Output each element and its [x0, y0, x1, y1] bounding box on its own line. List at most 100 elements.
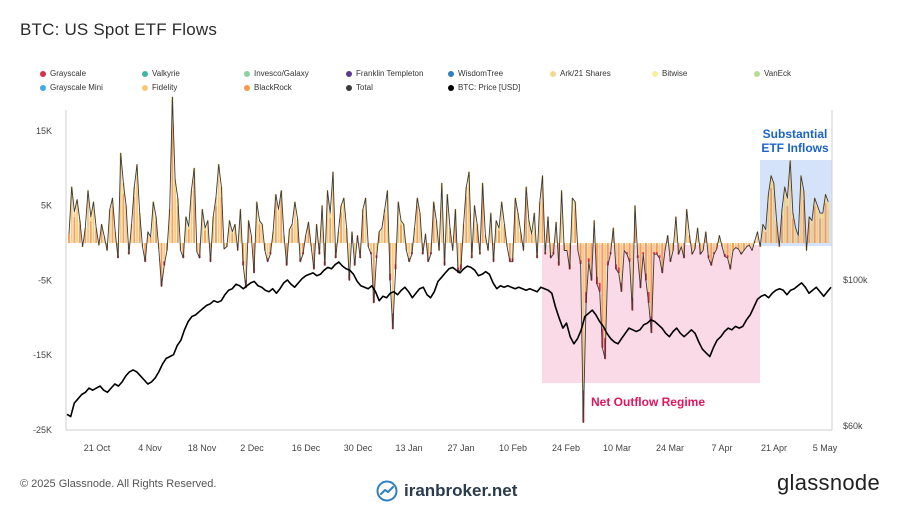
flow-bar [449, 228, 451, 243]
flow-bar [527, 220, 530, 243]
flow-bar [786, 198, 789, 243]
flow-bar [89, 216, 92, 243]
legend-item-wisdomtree[interactable]: WisdomTree [448, 69, 503, 78]
flow-bar-segment [214, 198, 217, 207]
flow-bar [171, 97, 174, 243]
flow-bar [315, 224, 318, 243]
flow-bar [413, 228, 416, 243]
watermark-text: iranbroker.net [404, 481, 518, 500]
flow-bar-segment [770, 175, 773, 188]
flow-bar [288, 229, 291, 243]
legend-swatch [142, 84, 148, 91]
flow-bar [658, 243, 661, 258]
flow-bar [691, 243, 694, 255]
flow-bar [285, 243, 288, 266]
flow-bar [620, 243, 623, 292]
flow-bar [813, 198, 816, 243]
flow-bar [119, 153, 122, 243]
flow-bar [459, 243, 462, 270]
y2-tick-label: $60k [843, 421, 863, 431]
flow-bar [628, 243, 631, 262]
legend-item-grayscale[interactable]: Grayscale [40, 69, 86, 78]
total-flow-line [68, 96, 829, 423]
legend-swatch [244, 70, 250, 77]
flow-bar [715, 243, 718, 249]
legend-item-btc-price[interactable]: BTC: Price [USD] [448, 83, 520, 92]
legend-label: Grayscale [50, 69, 87, 78]
x-tick-label: 10 Feb [499, 443, 527, 453]
flow-bar [767, 194, 770, 243]
flow-bar [707, 243, 710, 258]
flow-bar-segment [187, 226, 190, 230]
flow-bar [617, 243, 620, 273]
flow-bar [168, 209, 171, 243]
legend-item-valkyrie[interactable]: Valkyrie [142, 69, 180, 78]
legend-swatch [448, 70, 454, 77]
flow-bar [193, 168, 196, 243]
flow-bar-segment [277, 209, 280, 216]
legend-label: WisdomTree [458, 69, 504, 78]
flow-bar [508, 243, 511, 262]
x-tick-label: 2 Dec [240, 443, 264, 453]
flow-bar [723, 243, 726, 257]
flow-bar [280, 190, 283, 243]
legend-swatch [40, 70, 46, 77]
flow-bar [574, 201, 577, 243]
x-tick-label: 13 Jan [395, 443, 422, 453]
legend-item-ark-21-shares[interactable]: Ark/21 Shares [550, 69, 611, 78]
flow-bar [704, 231, 707, 243]
flow-bar [146, 231, 149, 243]
trend-logo-icon [376, 480, 398, 502]
copyright-text: © 2025 Glassnode. All Rights Reserved. [20, 478, 217, 490]
x-tick-label: 18 Nov [188, 443, 217, 453]
legend-item-vaneck[interactable]: VanEck [754, 69, 791, 78]
flow-bar [571, 198, 574, 243]
y-tick-label: 15K [36, 126, 52, 136]
legend-swatch [346, 70, 352, 77]
flow-bar [331, 171, 334, 243]
legend-item-invesco-galaxy[interactable]: Invesco/Galaxy [244, 69, 309, 78]
flow-bar [372, 243, 375, 303]
flow-bar [244, 243, 247, 288]
y-tick-label: -5K [38, 275, 52, 285]
flow-bar [699, 243, 702, 255]
flow-bar-segment [783, 186, 786, 197]
legend-item-total[interactable]: Total [346, 83, 373, 92]
flow-bar-segment [617, 267, 620, 273]
chart-axes: 15K 5K -5K -15K -25K $100k $60k 21 Oct 4 Nov 18 N… [33, 110, 868, 453]
legend-item-grayscale-mini[interactable]: Grayscale Mini [40, 83, 103, 92]
flow-bar [740, 243, 743, 255]
y-tick-label: -25K [33, 425, 52, 435]
flow-bar [732, 243, 734, 251]
flow-bar [685, 209, 688, 243]
flow-bar [274, 194, 277, 243]
flow-bar [783, 186, 786, 243]
flow-bar [663, 243, 666, 251]
legend-item-blackrock[interactable]: BlackRock [244, 83, 292, 92]
flow-bar [734, 243, 737, 248]
legend-item-fidelity[interactable]: Fidelity [142, 83, 177, 92]
flow-bar [269, 243, 272, 255]
flow-bar [337, 231, 340, 243]
flow-bar [710, 243, 713, 266]
flow-bar [212, 216, 215, 243]
flow-bar [446, 194, 449, 243]
flow-bar [726, 243, 729, 258]
flow-bar [424, 234, 427, 243]
flow-bar [721, 243, 724, 247]
legend-item-franklin-templeton[interactable]: Franklin Templeton [346, 69, 423, 78]
flow-bar [92, 201, 95, 243]
flow-bar [201, 209, 204, 243]
flow-bar [103, 237, 106, 243]
flow-bar [242, 243, 245, 266]
flow-bar [427, 243, 430, 262]
legend-swatch [652, 70, 658, 77]
legend-item-bitwise[interactable]: Bitwise [652, 69, 687, 78]
x-tick-label: 27 Jan [447, 443, 474, 453]
flow-bar [781, 209, 783, 243]
flow-bar [340, 205, 343, 243]
flow-bar-segment [628, 258, 631, 262]
flow-bar [122, 183, 125, 243]
